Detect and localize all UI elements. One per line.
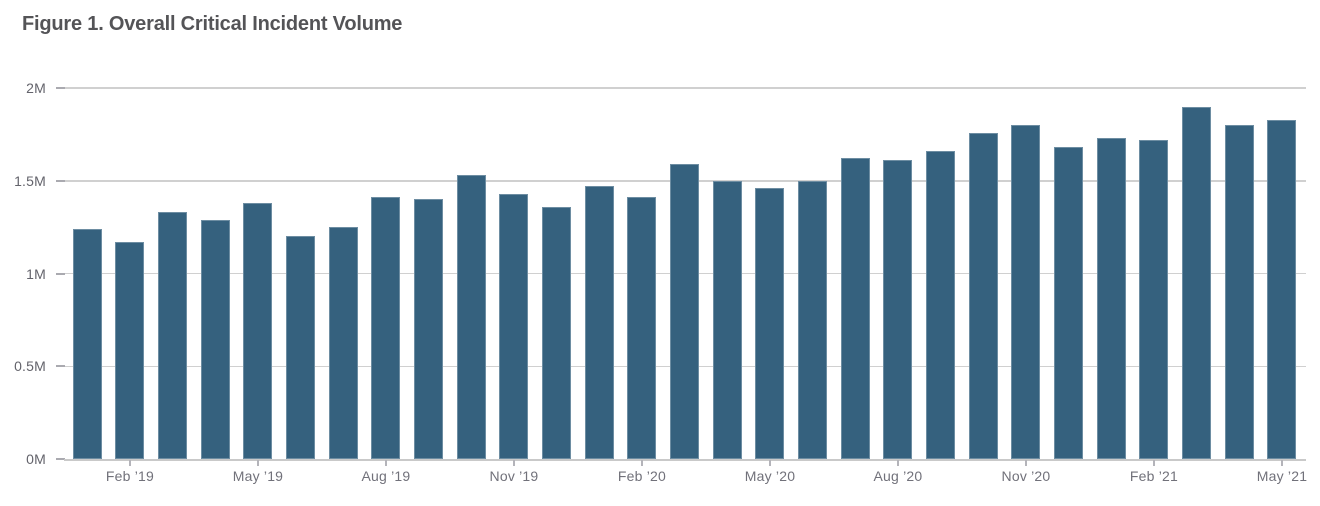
bar (712, 180, 742, 459)
bar (1182, 106, 1212, 459)
y-tick-mark (56, 179, 65, 182)
x-axis-label: Nov ’19 (489, 468, 539, 484)
bar (627, 197, 657, 459)
x-tick-mark (1025, 460, 1027, 466)
y-axis-label: 0.5M (14, 358, 46, 375)
y-axis-label: 1M (26, 265, 46, 282)
x-axis-label: Feb ’19 (105, 468, 155, 484)
bar (456, 175, 486, 459)
x-tick-mark (1153, 460, 1155, 466)
y-tick-mark (56, 272, 65, 275)
x-axis-line (64, 458, 1306, 461)
bar (115, 241, 145, 459)
bar (755, 188, 785, 459)
x-tick-mark (385, 460, 387, 466)
bar (1011, 125, 1041, 459)
gridline (64, 87, 1306, 89)
bar (1224, 125, 1254, 459)
x-axis-label: Feb ’21 (1129, 468, 1179, 484)
x-axis-label: Feb ’20 (617, 468, 667, 484)
bar (499, 193, 529, 459)
x-tick-mark (257, 460, 259, 466)
x-axis-label: May ’21 (1256, 468, 1308, 484)
x-tick-mark (641, 460, 643, 466)
x-axis-label: Nov ’20 (1001, 468, 1051, 484)
x-axis-label: May ’19 (232, 468, 284, 484)
bar (72, 228, 102, 459)
bar (670, 164, 700, 459)
y-tick-mark (56, 365, 65, 368)
x-tick-mark (129, 460, 131, 466)
bar (542, 206, 572, 459)
bar (200, 219, 230, 459)
bar (1267, 119, 1297, 459)
x-tick-mark (1281, 460, 1283, 466)
bar (1139, 139, 1169, 459)
y-axis-label: 1.5M (14, 172, 46, 189)
bar (158, 212, 188, 459)
x-axis-label: Aug ’20 (873, 468, 923, 484)
bar (328, 227, 358, 459)
bar (1096, 138, 1126, 459)
y-axis-label: 0M (26, 451, 46, 467)
x-axis-label: May ’20 (744, 468, 796, 484)
bar (286, 236, 316, 459)
bar (840, 158, 870, 459)
bar (584, 186, 614, 459)
bar (1054, 147, 1084, 459)
bar (798, 180, 828, 459)
y-axis-label: 2M (26, 80, 46, 96)
bar (371, 197, 401, 459)
y-tick-mark (56, 458, 65, 460)
y-tick-mark (56, 87, 65, 89)
bar (414, 199, 444, 459)
x-axis-label: Aug ’19 (361, 468, 411, 484)
x-tick-mark (513, 460, 515, 466)
x-tick-mark (897, 460, 899, 466)
bar (243, 203, 273, 459)
bar (968, 132, 998, 459)
x-tick-mark (769, 460, 771, 466)
bar (926, 151, 956, 459)
bar (883, 160, 913, 459)
figure-title: Figure 1. Overall Critical Incident Volu… (22, 13, 403, 35)
